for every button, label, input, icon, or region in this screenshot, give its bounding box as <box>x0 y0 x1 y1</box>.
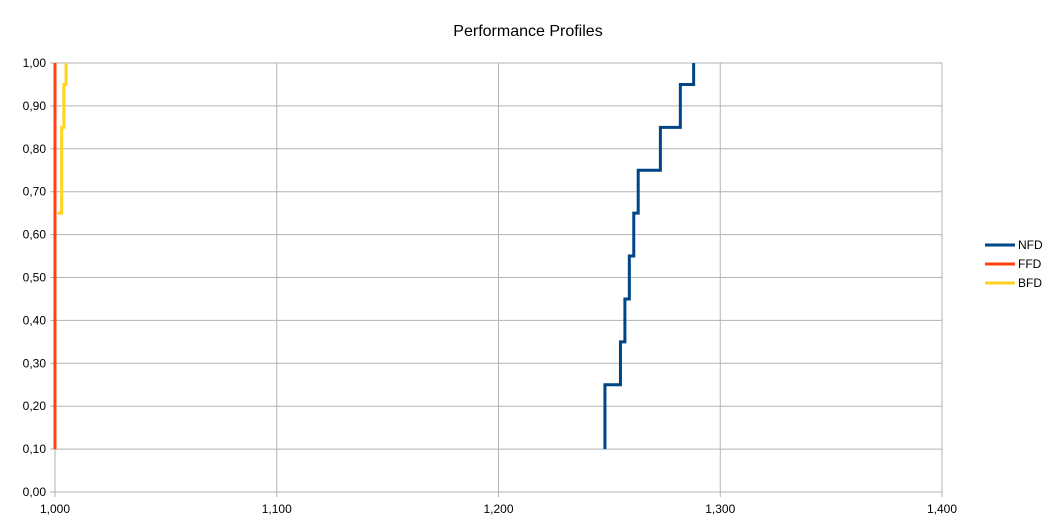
y-tick-label: 0,60 <box>23 228 47 242</box>
y-tick-label: 0,80 <box>23 142 47 156</box>
legend-label: FFD <box>1018 257 1042 271</box>
legend-label: BFD <box>1018 276 1042 290</box>
y-tick-label: 0,20 <box>23 399 47 413</box>
tick-labels: 0,00 0,10 0,20 0,30 0,40 0,50 0,60 0,70 0,80 0,90… <box>23 56 958 516</box>
x-tick-label: 1,300 <box>705 502 735 516</box>
x-tick-label: 1,000 <box>40 502 70 516</box>
y-tick-label: 0,90 <box>23 99 47 113</box>
y-tick-label: 0,10 <box>23 442 47 456</box>
legend-item-ffd: FFD <box>985 257 1042 271</box>
legend-item-nfd: NFD <box>985 238 1043 252</box>
x-tick-label: 1,200 <box>483 502 513 516</box>
y-tick-label: 0,40 <box>23 313 47 327</box>
series-line-nfd <box>603 63 696 450</box>
grid-lines <box>54 62 943 493</box>
chart-title: Performance Profiles <box>453 23 602 40</box>
y-tick-label: 0,30 <box>23 356 47 370</box>
series-line-bfd <box>57 63 68 215</box>
y-tick-label: 0,50 <box>23 271 47 285</box>
legend-item-bfd: BFD <box>985 276 1042 290</box>
y-tick-label: 0,70 <box>23 185 47 199</box>
series-lines <box>53 63 696 450</box>
x-tick-label: 1,400 <box>927 502 957 516</box>
y-tick-label: 0,00 <box>23 485 47 499</box>
legend: NFD FFD BFD <box>985 238 1043 290</box>
legend-label: NFD <box>1018 238 1043 252</box>
x-tick-label: 1,100 <box>262 502 292 516</box>
y-tick-label: 1,00 <box>23 56 47 70</box>
axes <box>50 62 943 497</box>
